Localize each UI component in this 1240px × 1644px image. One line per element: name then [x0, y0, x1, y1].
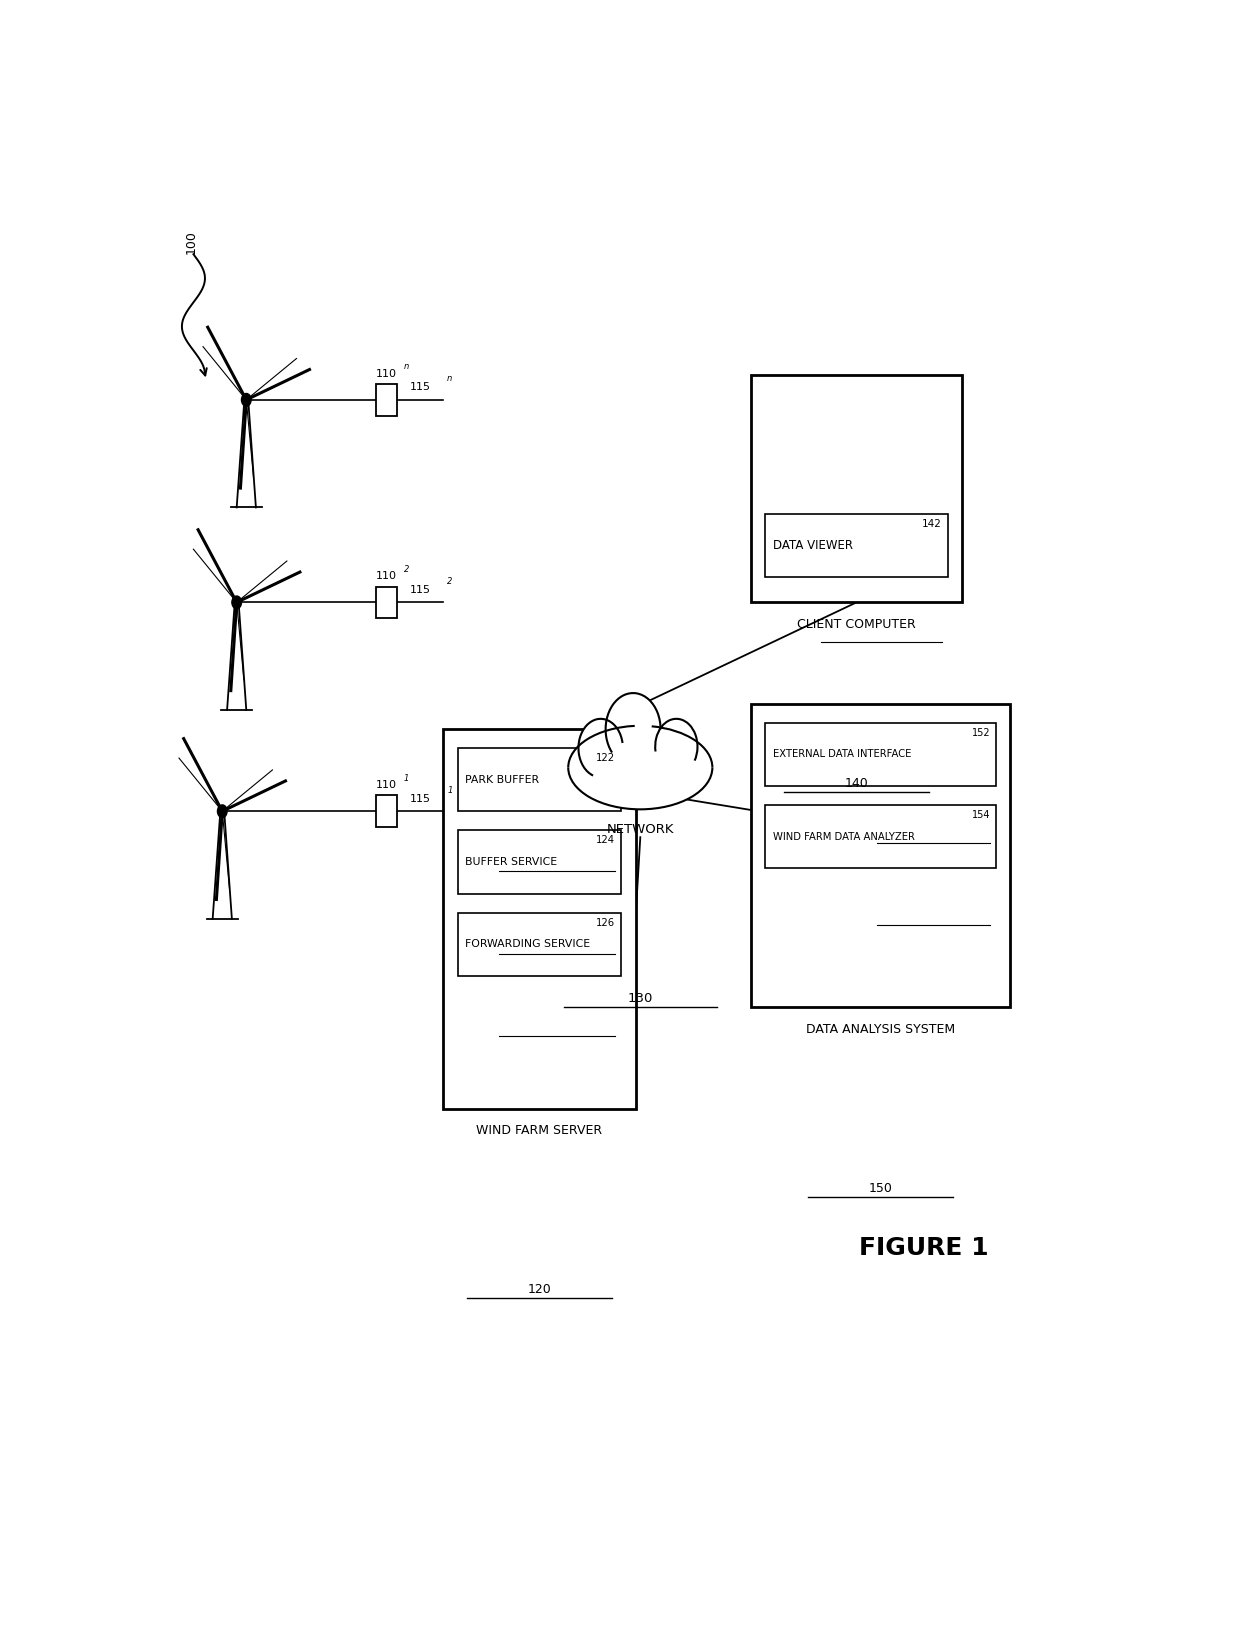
Text: 142: 142	[923, 520, 942, 529]
Circle shape	[232, 597, 242, 608]
Bar	[458, 912, 621, 977]
Text: BUFFER SERVICE: BUFFER SERVICE	[465, 857, 558, 866]
Text: 115: 115	[409, 794, 430, 804]
Text: 2: 2	[448, 577, 453, 585]
Text: WIND FARM DATA ANALYZER: WIND FARM DATA ANALYZER	[773, 832, 915, 842]
Bar	[376, 385, 397, 416]
Text: 126: 126	[596, 917, 615, 927]
Text: 1: 1	[448, 786, 453, 794]
Text: n: n	[404, 362, 409, 372]
Text: 120: 120	[527, 1284, 552, 1297]
Text: NETWORK: NETWORK	[606, 824, 675, 837]
Bar	[458, 748, 621, 810]
Text: 110: 110	[376, 781, 397, 791]
Text: 115: 115	[409, 585, 430, 595]
Text: 154: 154	[972, 810, 990, 820]
Circle shape	[217, 806, 227, 817]
Text: WIND FARM SERVER: WIND FARM SERVER	[476, 1124, 603, 1138]
Bar	[458, 830, 621, 893]
Text: CLIENT COMPUTER: CLIENT COMPUTER	[797, 618, 916, 631]
Circle shape	[605, 694, 661, 766]
Text: 140: 140	[844, 778, 868, 791]
Bar	[376, 796, 397, 827]
Text: DATA VIEWER: DATA VIEWER	[773, 539, 853, 552]
Circle shape	[655, 718, 697, 774]
Text: 100: 100	[185, 230, 198, 253]
Text: n: n	[448, 375, 453, 383]
Text: PARK BUFFER: PARK BUFFER	[465, 774, 539, 784]
Text: 150: 150	[868, 1182, 893, 1195]
Bar	[765, 513, 947, 577]
Text: EXTERNAL DATA INTERFACE: EXTERNAL DATA INTERFACE	[773, 750, 911, 760]
Bar	[765, 806, 996, 868]
Circle shape	[579, 718, 622, 778]
Text: 110: 110	[376, 572, 397, 582]
Bar	[765, 723, 996, 786]
Text: DATA ANALYSIS SYSTEM: DATA ANALYSIS SYSTEM	[806, 1023, 955, 1036]
Bar	[376, 587, 397, 618]
Text: FORWARDING SERVICE: FORWARDING SERVICE	[465, 939, 590, 949]
Text: 124: 124	[596, 835, 615, 845]
Text: 115: 115	[409, 381, 430, 393]
Circle shape	[242, 393, 250, 406]
Text: 122: 122	[596, 753, 615, 763]
Text: FIGURE 1: FIGURE 1	[859, 1236, 988, 1259]
Bar	[444, 728, 635, 1108]
Bar	[751, 375, 962, 602]
Text: 152: 152	[971, 728, 990, 738]
Text: 2: 2	[404, 566, 409, 574]
Ellipse shape	[568, 725, 713, 809]
Text: 1: 1	[404, 774, 409, 783]
Text: 110: 110	[376, 368, 397, 378]
Bar	[751, 704, 1011, 1008]
Text: 130: 130	[627, 991, 653, 1004]
